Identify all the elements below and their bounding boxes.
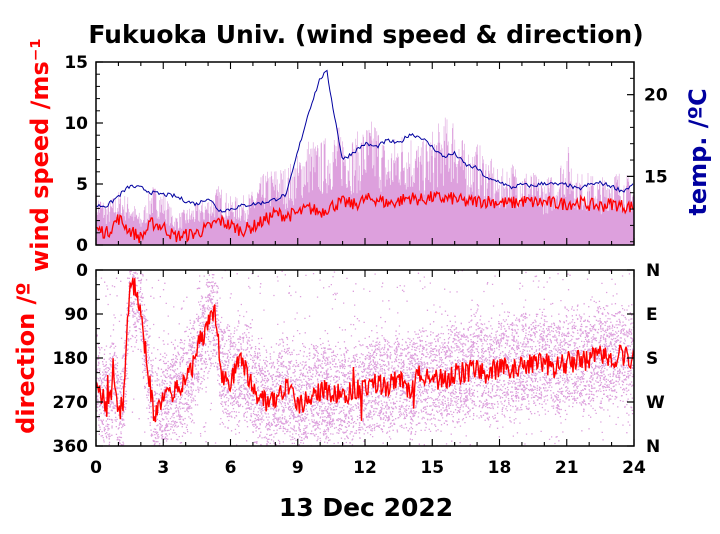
y-tick-label: 5 [76, 175, 88, 195]
x-tick-label: 0 [90, 458, 102, 478]
gust-band [96, 117, 634, 245]
bottom-axis-ticks: 0 N 90 E 180 S 270 W 360 N 0 3 6 9 12 15 18 21 24 [53, 261, 666, 478]
x-tick-label: 21 [555, 458, 579, 478]
chart-title: Fukuoka Univ. (wind speed & direction) [88, 20, 643, 49]
date-label: 13 Dec 2022 [279, 493, 453, 522]
top-axis-ticks: 0 5 10 15 15 20 [64, 53, 668, 256]
dir-tick-label: 90 [64, 305, 88, 325]
direction-axis-label: direction /º [12, 282, 40, 434]
direction-scatter [96, 270, 634, 446]
temperature-line [96, 69, 634, 213]
wind-speed-line [96, 190, 634, 243]
x-tick-label: 9 [292, 458, 304, 478]
compass-tick-label: N [646, 261, 660, 281]
y-tick-label: 10 [64, 114, 88, 134]
y2-tick-label: 15 [644, 167, 668, 187]
y-tick-label: 15 [64, 53, 88, 73]
gust-lines [96, 117, 634, 245]
x-tick-label: 12 [353, 458, 377, 478]
direction-series [96, 277, 634, 423]
x-tick-label: 6 [225, 458, 237, 478]
wind-speed-axis-label: wind speed /ms⁻¹ [26, 38, 54, 272]
compass-tick-label: S [646, 349, 658, 369]
direction-scatter-points [96, 270, 634, 446]
wind-speed-series [96, 190, 634, 243]
x-tick-label: 3 [157, 458, 169, 478]
temperature-axis-label: temp. /ºC [684, 88, 712, 215]
compass-tick-label: N [646, 437, 660, 457]
y2-tick-label: 20 [644, 86, 668, 106]
dir-tick-label: 360 [53, 437, 89, 457]
x-tick-label: 15 [420, 458, 444, 478]
dir-tick-label: 270 [53, 393, 89, 413]
dir-tick-label: 0 [76, 261, 88, 281]
y-tick-label: 0 [76, 236, 88, 256]
compass-tick-label: E [646, 305, 658, 325]
temperature-series [96, 69, 634, 213]
compass-tick-label: W [646, 393, 665, 413]
direction-line [96, 277, 634, 423]
dir-tick-label: 180 [53, 349, 89, 369]
x-tick-label: 24 [622, 458, 646, 478]
x-tick-label: 18 [488, 458, 512, 478]
